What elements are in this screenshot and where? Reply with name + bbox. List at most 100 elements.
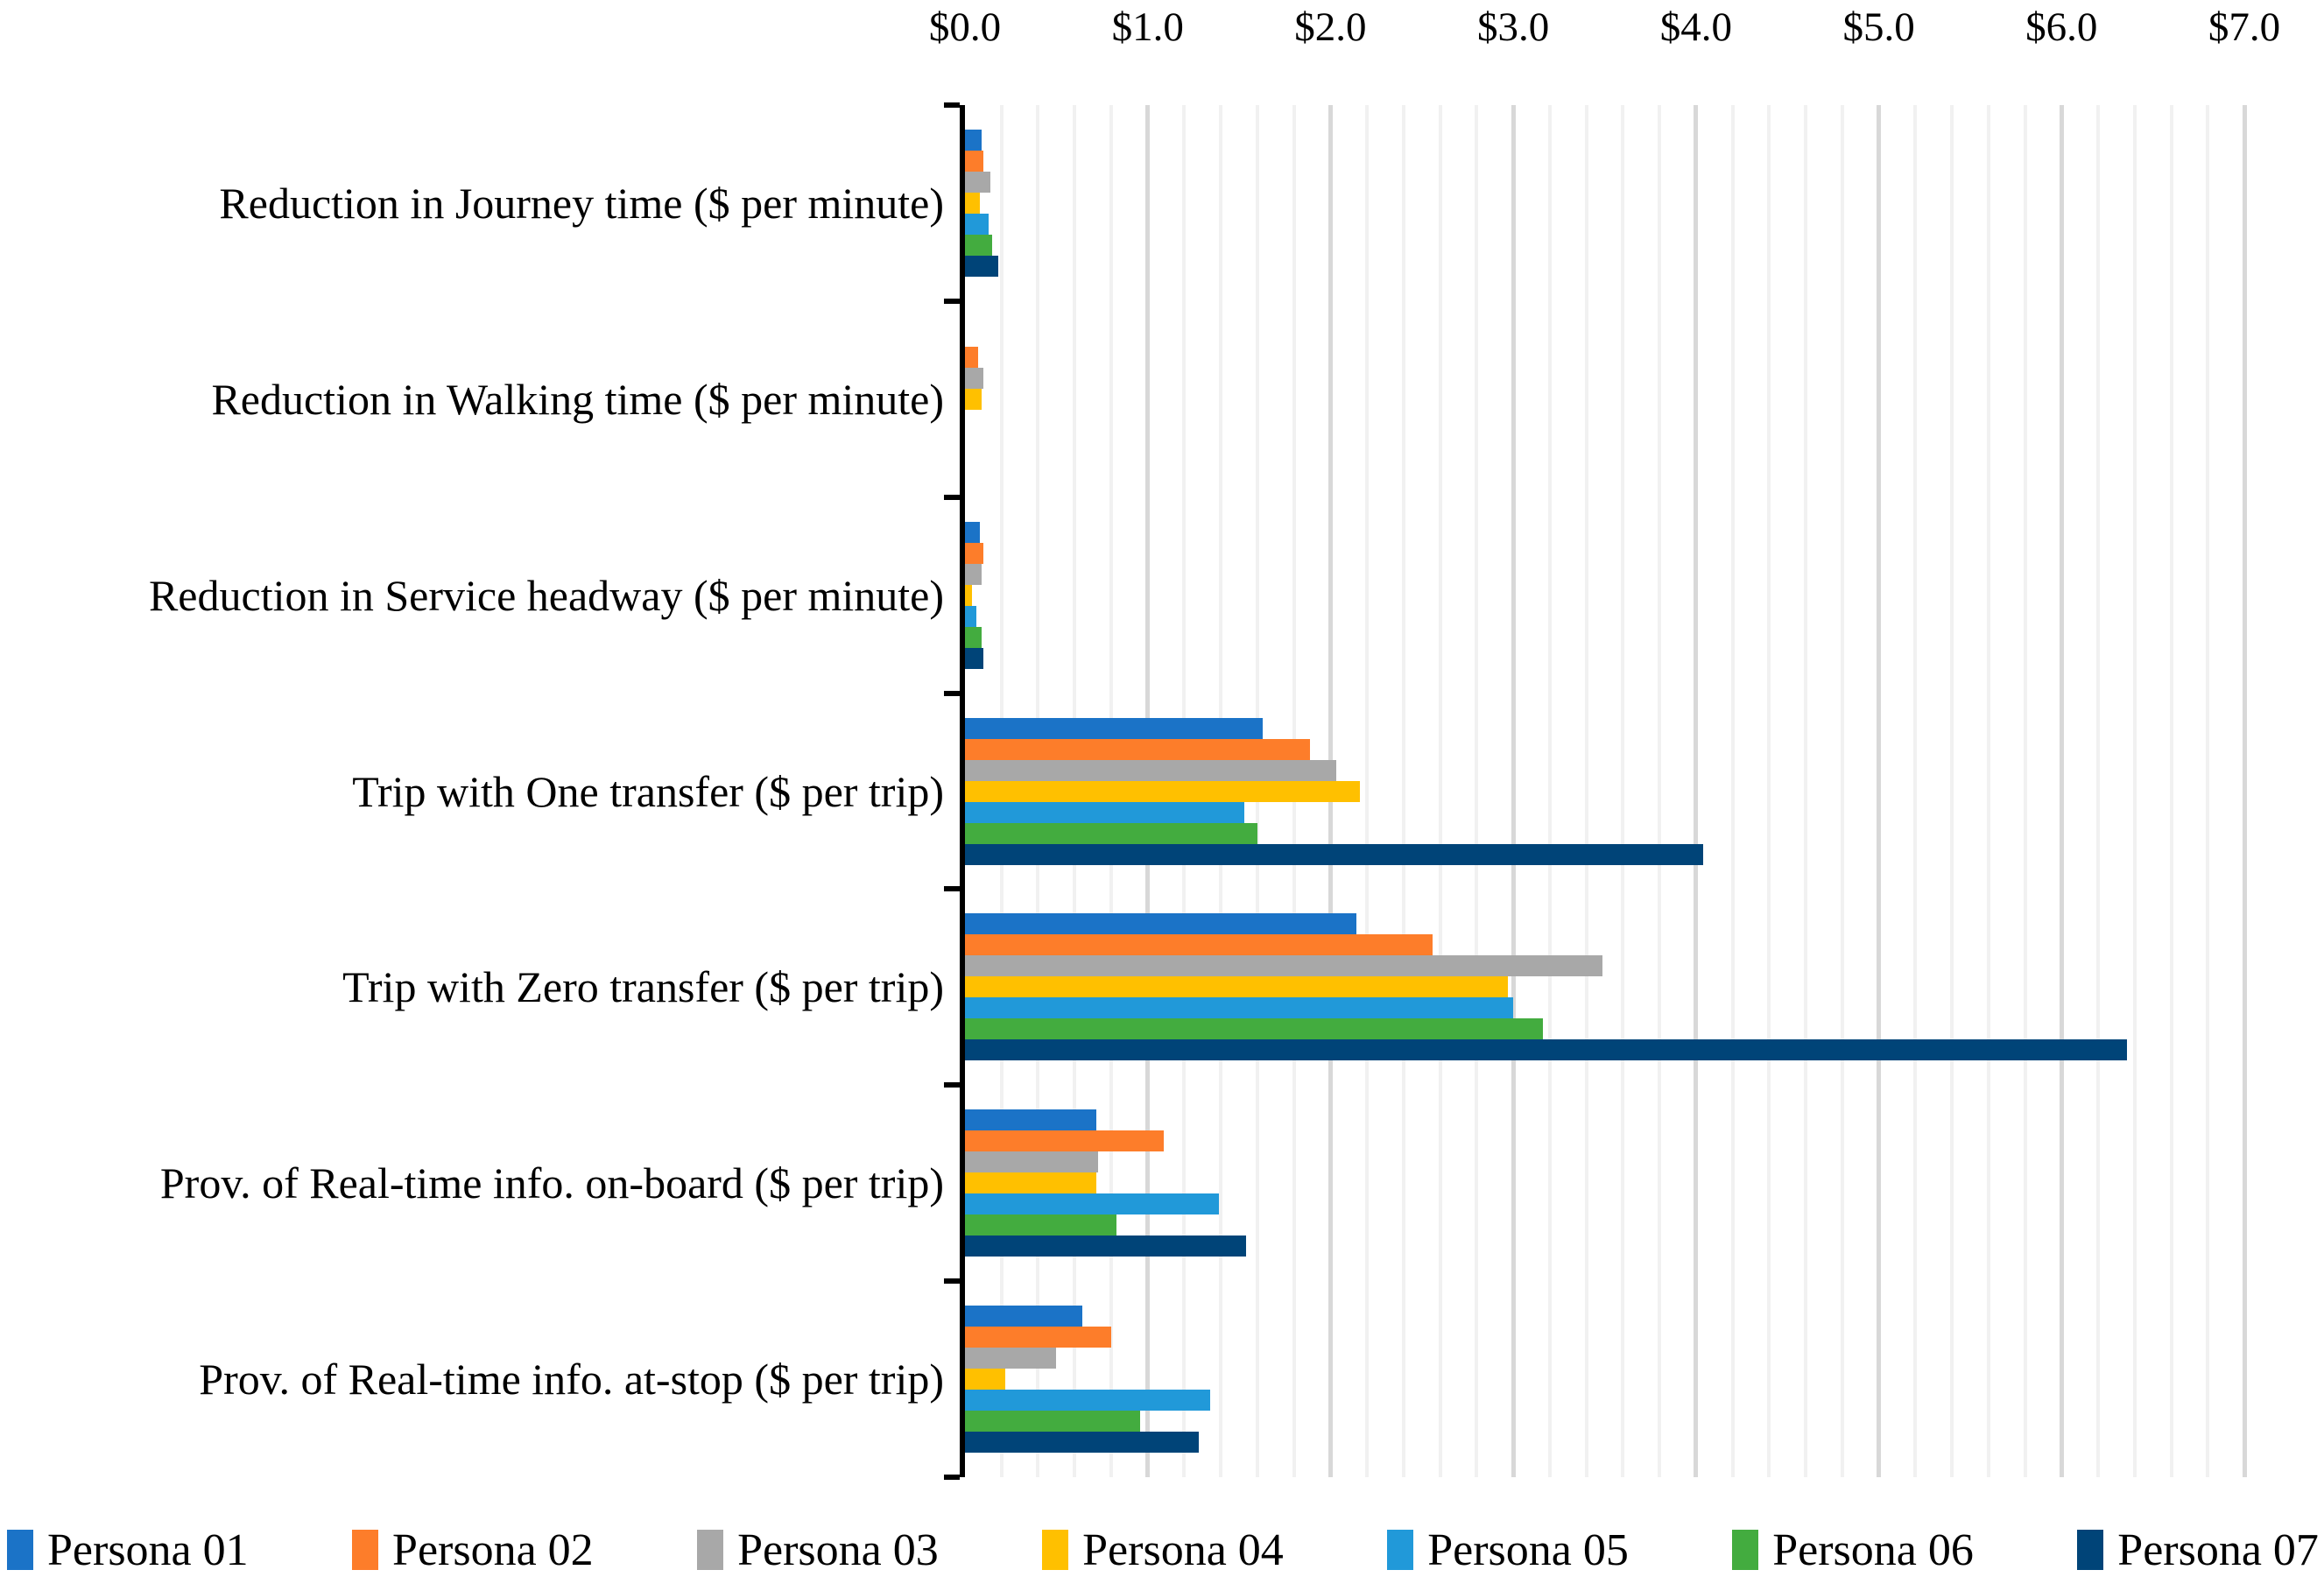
minor-gridline: [1767, 105, 1771, 1477]
bar-persona-03: [965, 1151, 1098, 1172]
bar-persona-01: [965, 1109, 1096, 1130]
legend-label: Persona 02: [392, 1524, 594, 1575]
bar-persona-04: [965, 976, 1508, 997]
minor-gridline: [1841, 105, 1844, 1477]
legend-label: Persona 04: [1082, 1524, 1284, 1575]
legend-swatch: [1732, 1530, 1759, 1570]
legend-label: Persona 06: [1772, 1524, 1974, 1575]
bar-persona-07: [965, 1432, 1199, 1453]
plot-area: [965, 105, 2247, 1477]
minor-gridline: [2096, 105, 2100, 1477]
category-label: Reduction in Journey time ($ per minute): [219, 179, 944, 228]
y-axis-tick: [944, 1278, 960, 1284]
y-axis-line: [960, 105, 965, 1477]
y-axis-tick: [944, 1082, 960, 1088]
bar-persona-05: [965, 802, 1244, 823]
bar-persona-01: [965, 130, 982, 151]
minor-gridline: [1475, 105, 1478, 1477]
minor-gridline: [1950, 105, 1954, 1477]
minor-gridline: [1365, 105, 1369, 1477]
minor-gridline: [1731, 105, 1735, 1477]
bar-persona-07: [965, 648, 983, 669]
minor-gridline: [2133, 105, 2137, 1477]
bar-persona-01: [965, 718, 1263, 739]
bar-persona-01: [965, 1306, 1082, 1327]
bar-persona-06: [965, 627, 982, 648]
legend-item-persona-02: Persona 02: [352, 1524, 594, 1576]
legend-swatch: [2077, 1530, 2104, 1570]
bar-persona-06: [965, 1214, 1116, 1236]
bar-persona-05: [965, 1390, 1210, 1411]
category-label: Reduction in Service headway ($ per minu…: [148, 571, 944, 620]
bar-persona-05: [965, 1193, 1219, 1214]
bar-persona-04: [965, 1369, 1005, 1390]
bar-persona-04: [965, 1172, 1096, 1193]
minor-gridline: [1658, 105, 1661, 1477]
minor-gridline: [2206, 105, 2209, 1477]
legend-swatch: [697, 1530, 724, 1570]
minor-gridline: [2024, 105, 2027, 1477]
bar-persona-02: [965, 543, 983, 564]
y-axis-tick: [944, 299, 960, 304]
legend-label: Persona 05: [1427, 1524, 1629, 1575]
bar-persona-02: [965, 934, 1433, 955]
x-axis-tick-label: $5.0: [1842, 4, 1915, 50]
bar-persona-01: [965, 913, 1356, 934]
y-axis-tick: [944, 691, 960, 696]
legend-label: Persona 07: [2117, 1524, 2319, 1575]
x-axis-tick-label: $0.0: [928, 4, 1002, 50]
bar-persona-04: [965, 781, 1360, 802]
y-axis-tick: [944, 1475, 960, 1480]
major-gridline: [1511, 105, 1516, 1477]
bar-persona-03: [965, 760, 1336, 781]
bar-persona-02: [965, 347, 978, 368]
bar-persona-06: [965, 235, 992, 256]
y-axis-tick: [944, 102, 960, 108]
x-axis-tick-labels: $0.0 $1.0 $2.0 $3.0 $4.0 $5.0 $6.0 $7.0: [0, 0, 2324, 61]
minor-gridline: [1548, 105, 1552, 1477]
minor-gridline: [1913, 105, 1917, 1477]
major-gridline: [2060, 105, 2064, 1477]
bar-persona-07: [965, 1039, 2127, 1060]
x-axis-tick-label: $1.0: [1111, 4, 1184, 50]
bar-persona-03: [965, 955, 1602, 976]
category-label: Prov. of Real-time info. at-stop ($ per …: [199, 1355, 944, 1404]
bar-persona-06: [965, 823, 1257, 844]
category-label: Reduction in Walking time ($ per minute): [211, 375, 944, 424]
category-label: Prov. of Real-time info. on-board ($ per…: [159, 1158, 944, 1207]
bar-persona-05: [965, 606, 976, 627]
bar-persona-04: [965, 389, 982, 410]
legend-item-persona-04: Persona 04: [1042, 1524, 1284, 1576]
x-axis-tick-label: $7.0: [2208, 4, 2281, 50]
legend-swatch: [352, 1530, 379, 1570]
legend-swatch: [1042, 1530, 1069, 1570]
bar-persona-06: [965, 1018, 1543, 1039]
bar-persona-03: [965, 1348, 1056, 1369]
legend: Persona 01 Persona 02 Persona 03 Persona 04…: [7, 1517, 2319, 1583]
major-gridline: [1877, 105, 1881, 1477]
minor-gridline: [1621, 105, 1624, 1477]
bar-persona-04: [965, 585, 972, 606]
category-label: Trip with Zero transfer ($ per trip): [342, 962, 944, 1011]
bar-persona-02: [965, 739, 1310, 760]
bar-persona-07: [965, 1236, 1246, 1257]
bar-persona-02: [965, 1327, 1111, 1348]
y-axis-tick: [944, 886, 960, 891]
minor-gridline: [1987, 105, 1990, 1477]
category-label: Trip with One transfer ($ per trip): [352, 767, 944, 816]
bar-persona-07: [965, 256, 998, 277]
minor-gridline: [1402, 105, 1405, 1477]
minor-gridline: [2170, 105, 2173, 1477]
legend-swatch: [1387, 1530, 1414, 1570]
bar-persona-06: [965, 1411, 1140, 1432]
major-gridline: [2243, 105, 2247, 1477]
x-axis-tick-label: $2.0: [1294, 4, 1367, 50]
legend-item-persona-06: Persona 06: [1732, 1524, 1974, 1576]
major-gridline: [1694, 105, 1698, 1477]
x-axis-tick-label: $6.0: [2025, 4, 2098, 50]
legend-label: Persona 03: [737, 1524, 939, 1575]
legend-label: Persona 01: [47, 1524, 249, 1575]
bar-persona-07: [965, 844, 1703, 865]
y-axis-tick: [944, 495, 960, 500]
